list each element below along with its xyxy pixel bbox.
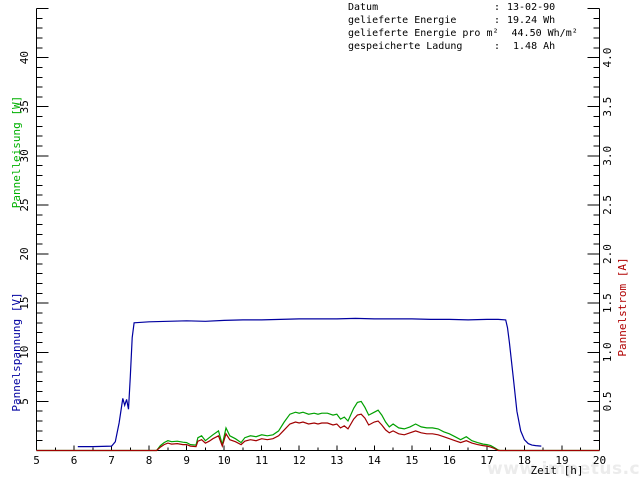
tick-label: 20	[18, 247, 31, 260]
tick-label: 18	[518, 454, 531, 467]
tick-label: 10	[18, 346, 31, 359]
watermark: www.impetus.ch	[487, 459, 640, 479]
tick-label: 13	[330, 454, 343, 467]
tick-labels: 5 10 15 20 25 30 35 40 0.5 1.0 1.5 2.0 2.5 3.0 3.5 4.0 5…	[18, 48, 614, 467]
tick-label: 5	[33, 454, 40, 467]
tick-label: 12	[293, 454, 306, 467]
tick-label: 15	[405, 454, 418, 467]
tick-label: 15	[18, 297, 31, 310]
tick-label: 9	[183, 454, 190, 467]
left-axis-title-power: Pannelleisung [W]	[10, 96, 23, 209]
tick-label: 3.5	[601, 97, 614, 117]
tick-label: 1.0	[601, 342, 614, 362]
info-label: gelieferte Energie	[348, 15, 457, 26]
info-row-ladung: gespeicherte Ladung: 1.48 Ah	[348, 40, 578, 53]
tick-label: 3.0	[601, 146, 614, 166]
tick-label: 14	[368, 454, 382, 467]
curve-pannelstrom	[36, 413, 600, 452]
axes	[36, 8, 600, 451]
info-value: 1.48 Ah	[507, 41, 556, 52]
tick-label: 4.0	[601, 48, 614, 68]
info-row-datum: Datum:13-02-90	[348, 1, 578, 14]
tick-label: 2.5	[601, 195, 614, 215]
tick-label: 8	[146, 454, 153, 467]
tick-label: 6	[71, 454, 78, 467]
info-label: gespeicherte Ladung	[348, 41, 463, 52]
info-colon: :	[494, 15, 501, 26]
info-value: 44.50 Wh/m²	[511, 28, 578, 39]
tick-label: 7	[108, 454, 115, 467]
curve-pannelleisung	[36, 400, 600, 452]
tick-label: 16	[443, 454, 456, 467]
info-colon: :	[494, 2, 501, 13]
info-colon: :	[494, 41, 501, 52]
info-value: 19.24 Wh	[507, 15, 556, 26]
data-curves	[36, 317, 600, 452]
tick-label: 25	[18, 198, 31, 211]
tick-label: 2.0	[601, 244, 614, 264]
info-label: gelieferte Energie pro m²	[348, 28, 499, 39]
tick-label: 35	[18, 100, 31, 113]
tick-label: 10	[218, 454, 231, 467]
left-axis-title-voltage: Pannelspannung [V]	[10, 292, 23, 411]
info-label: Datum	[348, 2, 379, 13]
measurement-info-block: Datum:13-02-90 gelieferte Energie:19.24 …	[348, 1, 578, 53]
tick-label: 19	[555, 454, 568, 467]
right-axis-title-current: Pannelstrom [A]	[616, 257, 629, 356]
info-row-energie: gelieferte Energie:19.24 Wh	[348, 14, 578, 27]
curve-pannelspannung	[77, 317, 542, 448]
tick-label: 11	[255, 454, 268, 467]
tick-label: 1.5	[601, 293, 614, 313]
x-axis-title: Zeit [h]	[531, 464, 584, 477]
tick-label: 0.5	[601, 391, 614, 411]
tick-label: 5	[18, 398, 31, 405]
tick-label: 40	[18, 51, 31, 64]
info-row-energie-pro-m2: gelieferte Energie pro m² 44.50 Wh/m²	[348, 27, 578, 40]
info-value: 13-02-90	[507, 2, 556, 13]
tick-label: 30	[18, 149, 31, 162]
tick-label: 17	[480, 454, 493, 467]
tick-label: 20	[593, 454, 606, 467]
